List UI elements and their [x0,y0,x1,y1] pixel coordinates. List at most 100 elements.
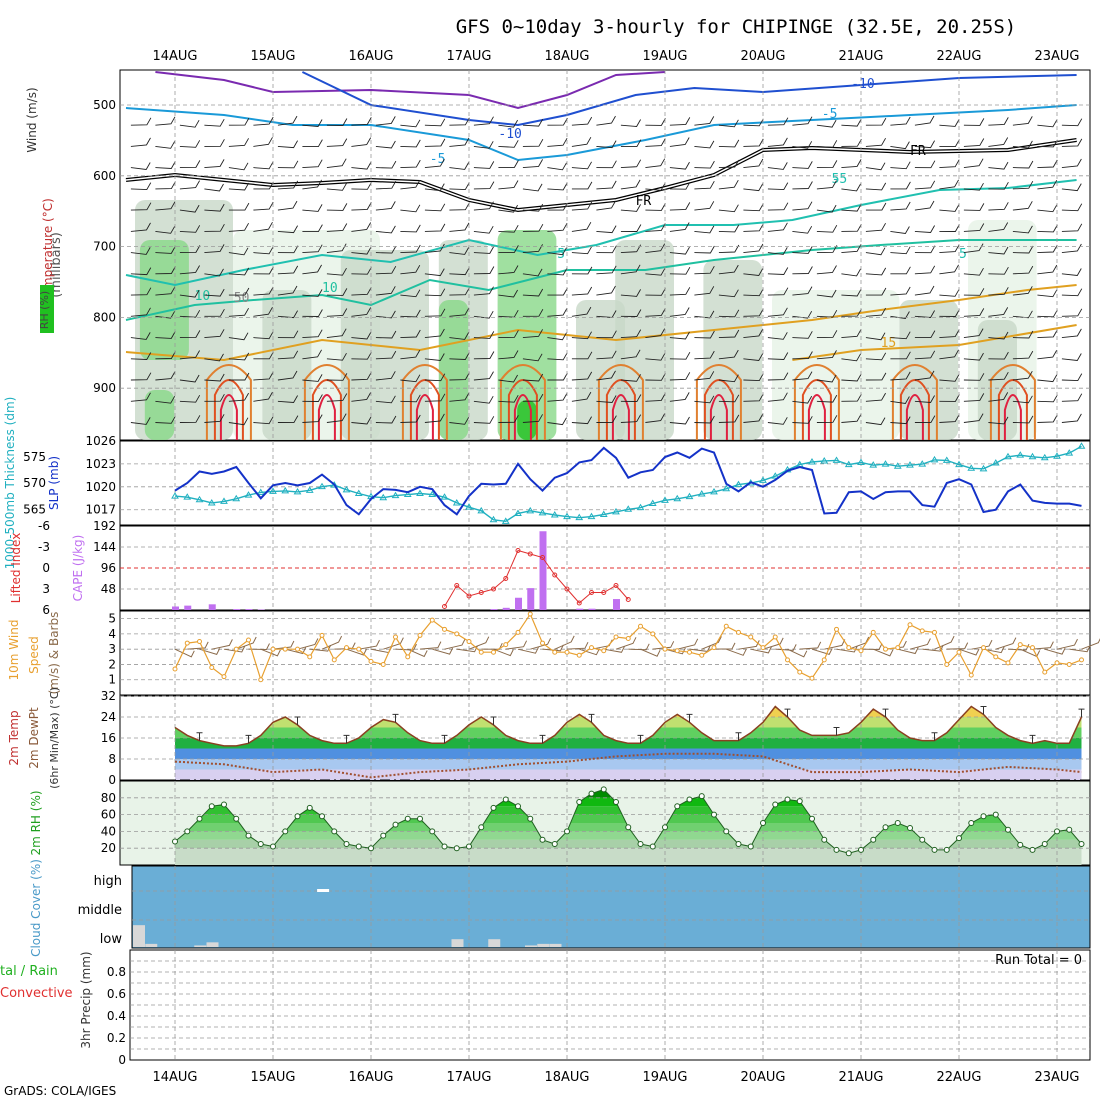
wind-barb [571,161,592,170]
precip-tick-label: 0.6 [107,987,126,1001]
temp2m-label-line2: 2m DewPt [27,707,41,769]
wind-barb [277,115,298,126]
surface-wind-barb [897,647,919,655]
wind-barb [865,287,887,296]
wind-barb [743,268,764,276]
surface-temp-contour [317,394,336,440]
wind-barb [743,413,764,423]
wind-barb [816,289,837,298]
wind-barb [620,264,641,275]
surface-wind-barb [995,637,1017,650]
surface-wind-barb [811,648,833,656]
temp2m-grid [120,695,1090,780]
wind-barb [326,352,347,361]
rh-point [698,793,705,800]
surface-wind-barb [922,644,944,652]
wind-barb [375,286,396,296]
rh-point [208,803,215,810]
surface-temp-contour [401,364,448,440]
thickness-point [587,512,596,520]
wind-barb [204,393,225,402]
cloud-level-middle: middle [78,903,122,918]
wind-barb [620,159,642,169]
cape-bar [502,607,510,610]
lifted-index-point [601,590,607,595]
temperature-axis-label: Temperature (°C) [41,198,55,303]
rh-point [527,815,534,822]
cloud-axis-label: Cloud Cover (%) [29,859,43,957]
surface-wind-barb [1044,647,1066,655]
thickness-point [636,503,645,511]
wind-barb [424,308,446,317]
lifted-index-point [589,590,594,595]
wind-barb [204,223,225,232]
wind-barb [743,353,764,361]
wind-barb [620,119,641,127]
cape-bar [588,608,596,610]
wind-barb [449,287,470,296]
wind-barb [1037,414,1058,423]
wind-barb [449,417,470,425]
wind-barb [277,310,298,319]
surface-wind-barb [542,644,564,652]
rh-shading [135,200,1037,440]
thickness-point [1028,452,1037,460]
wind-barb [277,160,299,169]
wind-barb [792,310,813,319]
wind-barb [522,159,543,169]
wind-barb [277,200,298,211]
wind-barb [400,159,421,169]
surface-wind-barb [493,648,514,657]
thickness-point [722,484,731,492]
wind-barb [669,266,691,275]
temperature-contour [301,71,1077,127]
wind-barb [179,119,200,128]
wind-barb [792,331,813,339]
slp-thickness-panel: 1026 1023 1020 1017 575 570 565 1000-500mb Thi… [3,397,1091,569]
wind-barb [228,247,249,256]
wind-barb [841,288,862,297]
wind-barb [155,416,176,424]
wind-barb [253,306,273,317]
wind-barb [645,203,666,211]
lifted-index-point [564,586,570,592]
wind-barb [547,352,568,361]
wind-barb [669,246,690,255]
surface-wind-barb [971,639,993,650]
surface-temp-contour [597,364,644,440]
wind-barb [326,158,347,169]
wind-barb [743,288,764,297]
grads-footer: GrADS: COLA/IGES [4,1084,116,1098]
wind-barb [228,352,250,361]
temperature-contour [125,239,1077,321]
wind-barb [498,330,519,339]
wind-barb [302,224,323,233]
wind-barb [498,289,518,298]
wind-barb [914,310,935,318]
wind-barb [1012,116,1033,126]
thickness-point [354,489,363,496]
slp-frame [119,440,1091,526]
surface-wind-barb [407,648,428,658]
rh-point [747,843,754,850]
thickness-point [330,481,339,488]
wind-barb [816,415,838,423]
wind-barb [1061,373,1083,382]
thickness-point [563,512,571,520]
temp2m-label-line3: (6hr Min/Max) (°C) [48,687,61,789]
wind-barb [841,353,861,362]
dewpoint-line [174,752,1082,779]
wind-barb [424,328,445,339]
wind-barb [326,118,348,126]
wind-barb [424,203,446,212]
wind-barb [449,117,470,126]
wind-barb [694,395,715,404]
wind-barb [865,332,886,341]
chart-title: GFS 0~10day 3-hourly for CHIPINGE (32.5E… [456,16,1017,38]
wind-barb [1061,183,1082,192]
rh-shade-region [576,300,625,440]
wind-barb [963,413,984,423]
wind-barb [547,202,568,211]
wind-barb [400,374,421,383]
thickness-point [857,458,865,466]
